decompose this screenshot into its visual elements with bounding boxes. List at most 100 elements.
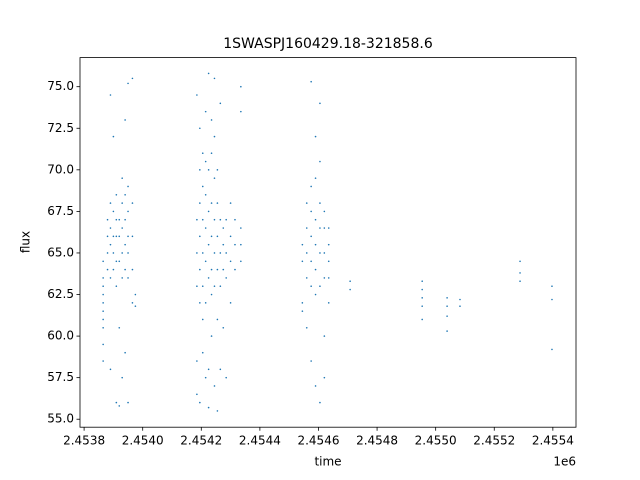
point (131, 202, 134, 204)
point (124, 243, 126, 246)
point (109, 368, 112, 371)
point (319, 102, 321, 105)
point (310, 185, 312, 188)
point (115, 218, 118, 221)
point (551, 348, 553, 351)
point (216, 268, 219, 271)
point (314, 385, 317, 387)
point (225, 252, 227, 254)
point (124, 119, 126, 121)
point (121, 376, 123, 379)
point (327, 277, 330, 279)
y-tick-label: 72.5 (47, 121, 74, 135)
point (115, 401, 118, 404)
x-tick-label: 2.4544 (239, 434, 281, 448)
point (118, 405, 121, 407)
point (199, 169, 201, 171)
point (210, 335, 213, 337)
point (310, 360, 312, 362)
point (109, 94, 112, 96)
x-tick-label: 2.4546 (297, 434, 339, 448)
point (102, 343, 104, 346)
point (124, 193, 126, 196)
point (446, 297, 448, 299)
point (204, 193, 207, 196)
point (551, 298, 553, 301)
point (196, 393, 198, 396)
point (204, 376, 207, 379)
point (213, 385, 216, 387)
point (207, 406, 210, 409)
point (210, 235, 213, 238)
point (121, 252, 123, 254)
point (118, 326, 121, 329)
point (106, 268, 109, 271)
point (301, 260, 304, 263)
x-tick-label: 2.4538 (63, 434, 105, 448)
point (199, 127, 201, 130)
point (323, 376, 326, 379)
point (222, 243, 225, 246)
x-tick-label: 2.4548 (356, 434, 398, 448)
point (199, 202, 201, 204)
y-tick-label: 57.5 (47, 370, 74, 384)
point (301, 310, 304, 312)
point (127, 401, 129, 404)
axes-frame (79, 57, 577, 428)
point (127, 185, 129, 188)
point (314, 243, 317, 246)
point (207, 243, 210, 246)
x-tick-label: 2.4554 (532, 434, 574, 448)
point (207, 169, 210, 171)
point (196, 285, 198, 288)
point (131, 302, 134, 304)
point (310, 80, 312, 83)
y-tick-label: 75.0 (47, 79, 74, 93)
point (127, 252, 129, 254)
point (301, 243, 304, 246)
point (323, 210, 326, 213)
point (305, 277, 308, 279)
point (327, 243, 330, 246)
point (219, 218, 222, 221)
y-tick-label: 65.0 (47, 245, 74, 259)
point (118, 235, 121, 238)
point (519, 280, 521, 283)
point (115, 285, 118, 288)
point (106, 218, 109, 221)
point (201, 285, 204, 288)
point (207, 72, 210, 75)
point (121, 177, 123, 179)
point (106, 252, 109, 254)
point (213, 177, 216, 179)
point (305, 252, 308, 254)
point (225, 218, 227, 221)
point (102, 285, 104, 288)
x-tick-label: 2.4552 (473, 434, 515, 448)
point (305, 326, 308, 329)
point (201, 152, 204, 155)
point (421, 288, 423, 291)
point (118, 218, 121, 221)
point (213, 135, 216, 138)
point (131, 77, 134, 80)
point (115, 235, 118, 238)
point (204, 302, 207, 304)
point (310, 285, 312, 288)
x-offset-label: 1e6 (553, 455, 576, 469)
point (314, 293, 317, 296)
point (327, 302, 330, 304)
point (323, 227, 326, 229)
point (349, 288, 351, 291)
point (216, 169, 219, 171)
point (124, 351, 126, 354)
point (106, 235, 109, 238)
point (229, 235, 232, 238)
y-tick-label: 70.0 (47, 162, 74, 176)
point (314, 135, 317, 138)
point (319, 401, 321, 404)
point (213, 285, 216, 288)
point (323, 277, 326, 279)
point (219, 368, 222, 371)
